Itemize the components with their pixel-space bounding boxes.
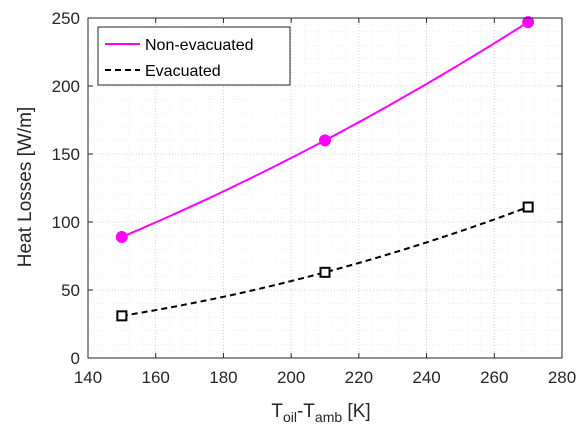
x-tick-label: 220 bbox=[345, 368, 373, 387]
y-tick-label: 150 bbox=[52, 145, 80, 164]
x-tick-label: 240 bbox=[412, 368, 440, 387]
x-axis-label: Toil-Tamb [K] bbox=[271, 401, 370, 425]
data-point-non-evacuated bbox=[522, 16, 535, 29]
y-tick-label: 200 bbox=[52, 77, 80, 96]
y-tick-label: 0 bbox=[71, 349, 80, 368]
x-tick-label: 260 bbox=[480, 368, 508, 387]
x-axis-label-separator: -T bbox=[297, 401, 315, 422]
plot-frame bbox=[87, 17, 563, 359]
x-axis-label-sub-amb: amb bbox=[315, 409, 342, 425]
y-axis-label: Heat Losses [W/m] bbox=[15, 107, 36, 268]
data-point-non-evacuated bbox=[115, 230, 128, 243]
x-tick-label: 180 bbox=[209, 368, 237, 387]
x-axis-label-main: T bbox=[271, 401, 283, 422]
x-axis-label-sub-oil: oil bbox=[283, 409, 297, 425]
legend-label-non-evacuated: Non-evacuated bbox=[145, 37, 254, 54]
data-point-non-evacuated bbox=[319, 134, 331, 147]
legend-box bbox=[97, 26, 291, 86]
y-tick-label: 100 bbox=[52, 213, 80, 232]
y-tick-label: 250 bbox=[52, 9, 80, 28]
data-point-evacuated bbox=[116, 310, 128, 322]
x-tick-label: 140 bbox=[74, 368, 102, 387]
x-tick-label: 200 bbox=[277, 368, 305, 387]
x-tick-label: 160 bbox=[142, 368, 170, 387]
y-tick-label: 50 bbox=[61, 281, 80, 300]
axis-ticks bbox=[87, 17, 563, 359]
x-axis-label-unit: [K] bbox=[342, 401, 371, 422]
data-point-evacuated bbox=[522, 201, 534, 213]
x-tick-label: 280 bbox=[548, 368, 576, 387]
legend-label-evacuated: Evacuated bbox=[145, 63, 221, 80]
data-point-evacuated bbox=[319, 266, 331, 278]
tick-labels: 140 160 180 200 220 240 260 280 0 50 100 150 200 250 bbox=[52, 9, 577, 387]
legend: Non-evacuated Evacuated bbox=[97, 26, 291, 86]
series-markers bbox=[115, 16, 535, 322]
